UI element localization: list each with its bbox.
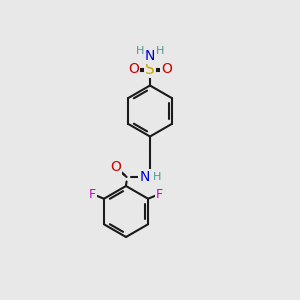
Text: F: F [89, 188, 96, 201]
Text: O: O [110, 160, 121, 173]
Text: S: S [145, 61, 155, 76]
Text: H: H [155, 46, 164, 56]
Text: H: H [152, 172, 161, 182]
Text: F: F [156, 188, 163, 201]
Text: H: H [136, 46, 145, 56]
Text: O: O [128, 62, 139, 76]
Text: N: N [140, 170, 150, 184]
Text: N: N [145, 49, 155, 62]
Text: O: O [161, 62, 172, 76]
